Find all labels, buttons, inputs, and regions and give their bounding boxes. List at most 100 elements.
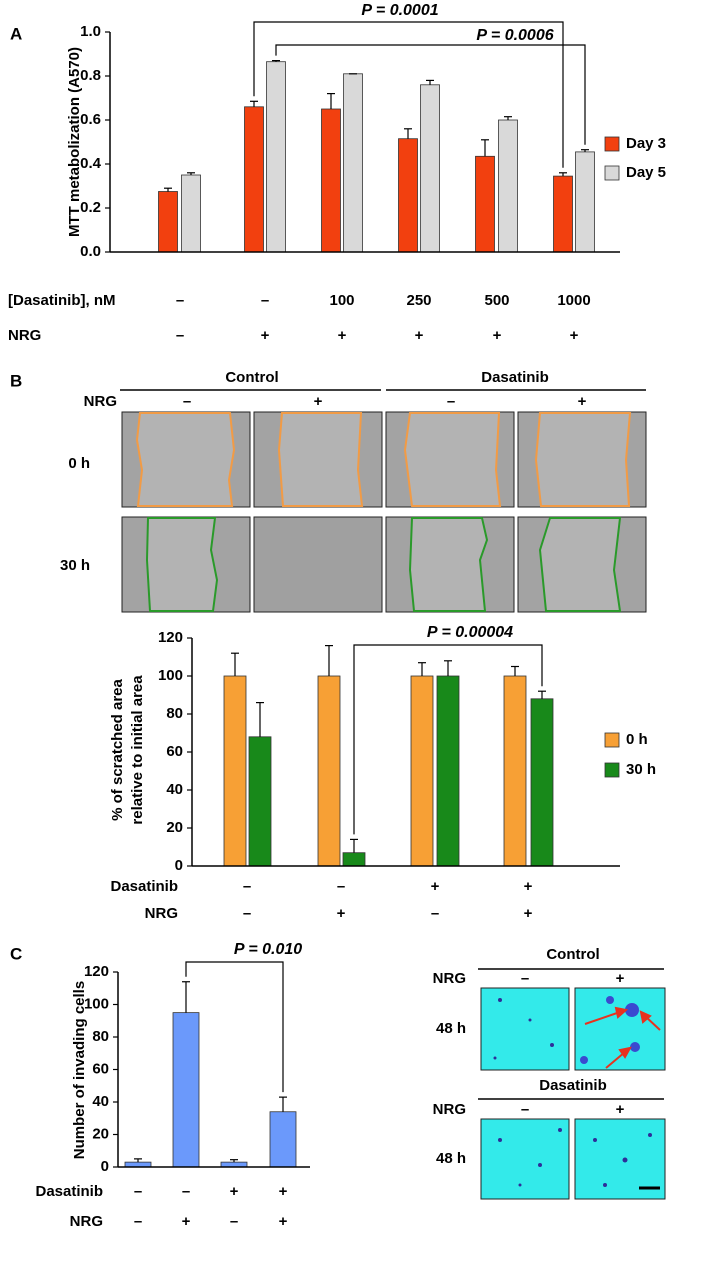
legend-label: 0 h (626, 731, 648, 748)
condition-label: + (493, 327, 502, 344)
condition-label: 1000 (557, 292, 590, 309)
y-tick-label: 0.6 (80, 111, 101, 128)
error-bar (279, 1096, 287, 1112)
condition-label: + (182, 1213, 191, 1230)
bar (244, 106, 264, 253)
cell (622, 1157, 628, 1163)
arrows (584, 1006, 661, 1069)
error-bar (350, 838, 358, 853)
condition-label: + (524, 878, 533, 895)
error-bar (444, 660, 452, 676)
legend-swatch (604, 732, 620, 748)
y-tick-label: 0 (101, 1158, 109, 1175)
condition-name: NRG (8, 327, 41, 344)
bar (498, 119, 518, 253)
error-bar (511, 665, 519, 676)
condition-label: + (524, 905, 533, 922)
row-label: 48 h (436, 1150, 466, 1167)
cell-cluster (606, 996, 614, 1004)
cell (558, 1128, 562, 1132)
nrg-sign: – (447, 393, 455, 410)
cell (518, 1183, 522, 1187)
row-label: 30 h (60, 557, 90, 574)
cell-cluster (580, 1056, 588, 1064)
nrg-sign: + (616, 1101, 625, 1118)
condition-label: 250 (406, 292, 431, 309)
error-bar (134, 1158, 142, 1163)
panel-label: C (10, 944, 22, 963)
row-label: 48 h (436, 1020, 466, 1037)
scratch-images (121, 411, 647, 613)
legend-swatch (604, 762, 620, 778)
bar (248, 736, 272, 867)
y-tick-label: 0.2 (80, 199, 101, 216)
invasion-images (480, 987, 666, 1200)
micrograph (574, 987, 666, 1071)
scratch-outline (534, 412, 632, 507)
panel-label: B (10, 371, 22, 390)
legend-label: 30 h (626, 761, 656, 778)
cell (603, 1183, 607, 1187)
error-bar (418, 662, 426, 676)
y-tick-label: 1.0 (80, 23, 101, 40)
bar (410, 675, 434, 867)
bar (503, 675, 527, 867)
condition-label: + (570, 327, 579, 344)
error-bar (559, 172, 567, 177)
y-tick-label: 0.4 (80, 155, 102, 172)
group-title: Control (225, 369, 278, 386)
bar (553, 175, 573, 253)
condition-label: – (337, 878, 345, 895)
cell (498, 998, 502, 1002)
error-bar (327, 92, 335, 109)
group-title: Dasatinib (539, 1077, 607, 1094)
bar (266, 61, 286, 253)
micrograph (574, 1118, 666, 1200)
bar (343, 73, 363, 253)
condition-label: – (134, 1213, 142, 1230)
condition-name: Dasatinib (110, 878, 178, 895)
condition-label: – (134, 1183, 142, 1200)
cell (498, 1138, 502, 1142)
error-bar (164, 187, 172, 192)
bar (420, 84, 440, 253)
y-axis-label: Number of invading cells (71, 981, 88, 1159)
p-value: P = 0.00004 (427, 624, 513, 641)
bar (172, 1012, 200, 1168)
bar (342, 852, 366, 867)
condition-label: + (279, 1183, 288, 1200)
significance-bracket (353, 644, 543, 835)
condition-label: – (261, 292, 269, 309)
y-tick-label: 20 (92, 1125, 109, 1142)
bar (475, 155, 495, 253)
error-bar (272, 59, 280, 62)
y-tick-label: 20 (166, 819, 183, 836)
bar (530, 698, 554, 867)
condition-label: + (230, 1183, 239, 1200)
cell-cluster (625, 1003, 639, 1017)
condition-label: + (279, 1213, 288, 1230)
error-bar (538, 690, 546, 699)
condition-label: – (431, 905, 439, 922)
scratch-outline (135, 412, 236, 507)
significance-bracket (185, 961, 284, 1093)
nrg-sign: + (616, 970, 625, 987)
condition-label: + (337, 905, 346, 922)
nrg-label: NRG (84, 393, 117, 410)
error-bar (231, 652, 239, 676)
condition-label: – (230, 1213, 238, 1230)
condition-name: NRG (145, 905, 178, 922)
error-bar (250, 100, 258, 107)
condition-label: 100 (329, 292, 354, 309)
y-tick-label: 80 (92, 1028, 109, 1045)
y-tick-label: 0.8 (80, 67, 101, 84)
y-tick-label: 60 (166, 743, 183, 760)
condition-label: – (182, 1183, 190, 1200)
panel-label: A (10, 24, 22, 43)
bar (269, 1111, 297, 1168)
condition-label: – (243, 905, 251, 922)
legend-label: Day 5 (626, 164, 666, 181)
condition-name: [Dasatinib], nM (8, 292, 116, 309)
error-bar (325, 644, 333, 676)
